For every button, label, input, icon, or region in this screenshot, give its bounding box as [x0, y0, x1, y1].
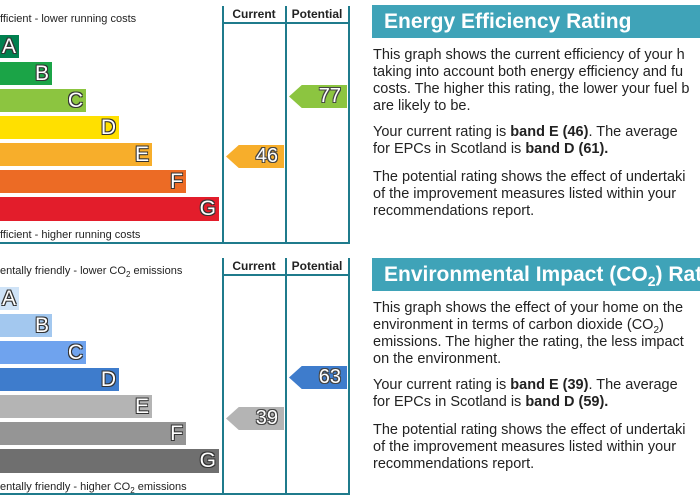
- bottom-scale-label: entally friendly - higher CO2 emissions: [0, 481, 187, 496]
- band-bar-b: B: [0, 314, 52, 337]
- current-column-header: Current: [232, 7, 276, 21]
- band-letter: D: [100, 116, 116, 139]
- energy-description: This graph shows the current efficiency …: [373, 47, 690, 114]
- current-rating-arrow: 39: [226, 407, 284, 430]
- divider: [0, 493, 350, 495]
- band-bar-f: F: [0, 422, 186, 445]
- band-bar-d: D: [0, 116, 119, 139]
- band-bar-b: B: [0, 62, 52, 85]
- environmental-impact-heading: Environmental Impact (CO2) Rati: [372, 258, 700, 291]
- band-bar-g: G: [0, 449, 219, 473]
- current-rating-arrow: 46: [226, 145, 284, 168]
- band-letter: E: [134, 143, 149, 166]
- band-letter: F: [170, 170, 183, 193]
- divider: [285, 258, 287, 494]
- band-letter: C: [67, 341, 83, 364]
- environment-potential-text: The potential rating shows the effect of…: [373, 422, 686, 472]
- divider: [0, 242, 350, 244]
- top-scale-label: entally friendly - lower CO2 emissions: [0, 265, 183, 280]
- potential-column-header: Potential: [291, 7, 343, 21]
- energy-efficiency-heading: Energy Efficiency Rating: [372, 5, 700, 38]
- band-bar-g: G: [0, 197, 219, 221]
- band-bar-c: C: [0, 341, 86, 364]
- top-scale-label: fficient - lower running costs: [0, 13, 137, 25]
- divider: [222, 274, 350, 276]
- band-letter: A: [1, 287, 16, 310]
- potential-rating-arrow: 77: [289, 85, 347, 108]
- band-letter: F: [170, 422, 183, 445]
- band-letter: A: [1, 35, 16, 58]
- band-bar-a: A: [0, 35, 19, 58]
- band-bar-d: D: [0, 368, 119, 391]
- band-bar-e: E: [0, 143, 152, 166]
- band-letter: E: [134, 395, 149, 418]
- potential-rating-arrow: 63: [289, 366, 347, 389]
- current-column-header: Current: [232, 259, 276, 273]
- divider: [348, 258, 350, 494]
- divider: [222, 6, 224, 244]
- environment-current-rating-text: Your current rating is band E (39). The …: [373, 377, 678, 410]
- energy-potential-text: The potential rating shows the effect of…: [373, 169, 686, 219]
- band-bar-c: C: [0, 89, 86, 112]
- band-letter: G: [199, 449, 216, 472]
- band-bar-f: F: [0, 170, 186, 193]
- environment-description: This graph shows the effect of your home…: [373, 300, 684, 367]
- band-letter: B: [34, 314, 49, 337]
- potential-rating-value: 63: [318, 366, 341, 388]
- potential-rating-value: 77: [318, 85, 341, 107]
- divider: [348, 6, 350, 244]
- divider: [222, 22, 350, 24]
- divider: [222, 258, 224, 494]
- current-rating-value: 39: [255, 407, 278, 429]
- current-rating-value: 46: [255, 145, 278, 167]
- band-letter: G: [199, 197, 216, 220]
- potential-column-header: Potential: [291, 259, 343, 273]
- band-bar-e: E: [0, 395, 152, 418]
- band-letter: B: [34, 62, 49, 85]
- band-bar-a: A: [0, 287, 19, 310]
- band-letter: D: [100, 368, 116, 391]
- band-letter: C: [67, 89, 83, 112]
- divider: [285, 6, 287, 244]
- energy-current-rating-text: Your current rating is band E (46). The …: [373, 124, 678, 157]
- bottom-scale-label: fficient - higher running costs: [0, 229, 141, 241]
